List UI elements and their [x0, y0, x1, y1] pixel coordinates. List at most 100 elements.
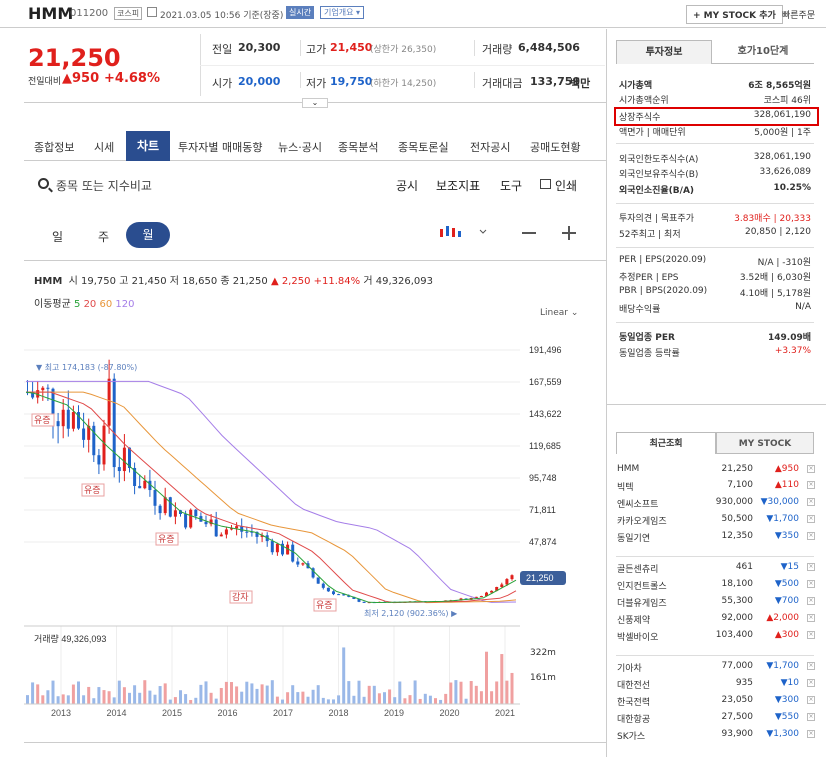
remove-icon[interactable]: × [807, 730, 815, 738]
recent-stock-row[interactable]: HMM 21,250 ▲950 × [617, 464, 817, 479]
tab-invest-info[interactable]: 투자정보 [616, 40, 712, 64]
invest-row-value: +3.37% [774, 346, 811, 356]
remove-icon[interactable]: × [807, 515, 815, 523]
recent-stock-row[interactable]: 대한항공 27,500 ▼550 × [617, 712, 817, 727]
indicator-button[interactable]: 보조지표 [436, 179, 481, 193]
remove-icon[interactable]: × [807, 481, 815, 489]
remove-icon[interactable]: × [807, 679, 815, 687]
volume-bar [321, 697, 325, 704]
volume-bar [168, 699, 172, 704]
min-note: 최저 2,120 (902.36%) ▶ [364, 608, 458, 618]
recent-stock-name[interactable]: 대한전선 [617, 681, 651, 691]
tab-investor-trading[interactable]: 투자자별 매매동향 [178, 141, 263, 154]
recent-stock-row[interactable]: 박셀바이오 103,400 ▲300 × [617, 630, 817, 645]
print-button[interactable]: 인쇄 [555, 179, 578, 193]
recent-stock-row[interactable]: 카카오게임즈 50,500 ▼1,700 × [617, 514, 817, 529]
realtime-badge[interactable]: 실시간 [286, 6, 315, 19]
candle-type-icon[interactable] [438, 223, 488, 243]
price-chart[interactable]: 191,496 167,559 143,622 119,685 95,748 71,811… [24, 330, 606, 740]
recent-stock-row[interactable]: 빅텍 7,100 ▲110 × [617, 480, 817, 495]
tab-analysis[interactable]: 종목분석 [338, 141, 379, 154]
recent-stock-name[interactable]: 카카오게임즈 [617, 517, 667, 527]
notice-button[interactable]: 공시 [396, 179, 419, 193]
recent-stock-name[interactable]: 골든센츄리 [617, 565, 659, 575]
recent-stock-name[interactable]: 한국전력 [617, 698, 651, 708]
tab-disclosure[interactable]: 전자공시 [470, 141, 511, 154]
scale-select[interactable]: Linear ⌄ [540, 308, 579, 318]
invest-row-value: 328,061,190 [753, 110, 811, 120]
period-week[interactable]: 주 [98, 230, 110, 244]
remove-icon[interactable]: × [807, 713, 815, 721]
recent-stock-name[interactable]: 신풍제약 [617, 616, 651, 626]
tab-mystock[interactable]: MY STOCK [716, 432, 814, 454]
remove-icon[interactable]: × [807, 563, 815, 571]
volume-bar [281, 699, 284, 704]
candle-body [184, 513, 188, 528]
company-overview-button[interactable]: 기업개요 ▾ [320, 6, 364, 19]
recent-stock-name[interactable]: 대한항공 [617, 715, 651, 725]
recent-stock-row[interactable]: 대한전선 935 ▼10 × [617, 678, 817, 693]
invest-row-value: N/A | -310원 [757, 258, 811, 268]
recent-stock-row[interactable]: SK가스 93,900 ▼1,300 × [617, 729, 817, 744]
remove-icon[interactable]: × [807, 662, 815, 670]
recent-stock-row[interactable]: 한국전력 23,050 ▼300 × [617, 695, 817, 710]
search-icon[interactable] [38, 178, 49, 189]
recent-stock-name[interactable]: 동일기연 [617, 534, 651, 544]
print-icon[interactable] [540, 179, 551, 189]
remove-icon[interactable]: × [807, 631, 815, 639]
volume-bar [102, 690, 106, 704]
tab-chart[interactable]: 차트 [126, 131, 170, 161]
tab-news[interactable]: 뉴스·공시 [278, 141, 322, 154]
recent-stock-name[interactable]: 기아차 [617, 664, 642, 674]
remove-icon[interactable]: × [807, 498, 815, 506]
open-price: 20,000 [238, 75, 281, 88]
expand-chevron-icon[interactable]: ⌄ [302, 98, 328, 108]
recent-stock-name[interactable]: 인지컨트롤스 [617, 582, 667, 592]
period-day[interactable]: 일 [52, 230, 64, 244]
event-marker: 유증 [34, 415, 51, 425]
tab-overview[interactable]: 종합정보 [34, 141, 75, 154]
volume-bar [326, 699, 330, 704]
recent-stock-row[interactable]: 더블유게임즈 55,300 ▼700 × [617, 596, 817, 611]
recent-stock-row[interactable]: 동일기연 12,350 ▼350 × [617, 531, 817, 546]
remove-icon[interactable]: × [807, 465, 815, 473]
tab-recent[interactable]: 최근조회 [616, 432, 716, 454]
recent-stock-name[interactable]: SK가스 [617, 732, 646, 742]
remove-icon[interactable]: × [807, 696, 815, 704]
lower-limit: (하한가 14,250) [370, 79, 437, 89]
remove-icon[interactable]: × [807, 532, 815, 540]
tool-button[interactable]: 도구 [500, 179, 523, 193]
tab-orderbook[interactable]: 호가10단계 [712, 40, 814, 64]
zoom-in-icon[interactable] [562, 226, 576, 240]
recent-stock-name[interactable]: 빅텍 [617, 483, 634, 493]
tab-short-selling[interactable]: 공매도현황 [530, 141, 581, 154]
volume-bar [87, 686, 91, 704]
invest-row-label: 시가총액순위 [619, 96, 669, 106]
recent-stock-row[interactable]: 엔씨소프트 930,000 ▼30,000 × [617, 497, 817, 512]
candle-body [352, 596, 356, 600]
period-month[interactable]: 월 [126, 222, 170, 248]
volume: 6,484,506 [518, 41, 580, 54]
recent-stock-row[interactable]: 신풍제약 92,000 ▲2,000 × [617, 613, 817, 628]
add-mystock-button[interactable]: + MY STOCK 추가 [686, 5, 783, 24]
recent-stock-row[interactable]: 기아차 77,000 ▼1,700 × [617, 661, 817, 676]
compare-search-input[interactable]: 종목 또는 지수비교 [56, 179, 152, 193]
remove-icon[interactable]: × [807, 614, 815, 622]
recent-stock-change: ▲2,000 [766, 613, 799, 623]
candle-body [281, 543, 284, 555]
tab-forum[interactable]: 종목토론실 [398, 141, 449, 154]
invest-row: 동일업종 등락률 +3.37% [619, 346, 811, 361]
volume-bar [393, 697, 397, 704]
remove-icon[interactable]: × [807, 597, 815, 605]
recent-stock-row[interactable]: 골든센츄리 461 ▼15 × [617, 562, 817, 577]
volume-bar [71, 684, 75, 704]
recent-stock-name[interactable]: 박셀바이오 [617, 633, 659, 643]
recent-stock-name[interactable]: 더블유게임즈 [617, 599, 667, 609]
quick-order-link[interactable]: 빠른주문 [782, 11, 816, 21]
recent-stock-name[interactable]: 엔씨소프트 [617, 500, 659, 510]
tab-quotes[interactable]: 시세 [94, 141, 115, 154]
recent-stock-row[interactable]: 인지컨트롤스 18,100 ▼500 × [617, 579, 817, 594]
zoom-out-icon[interactable] [522, 232, 536, 234]
recent-stock-name[interactable]: HMM [617, 464, 640, 474]
remove-icon[interactable]: × [807, 580, 815, 588]
